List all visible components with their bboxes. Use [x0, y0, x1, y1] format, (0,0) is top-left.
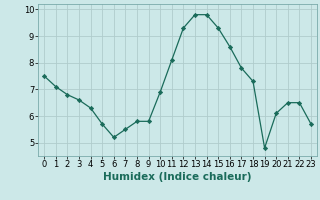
- X-axis label: Humidex (Indice chaleur): Humidex (Indice chaleur): [103, 172, 252, 182]
